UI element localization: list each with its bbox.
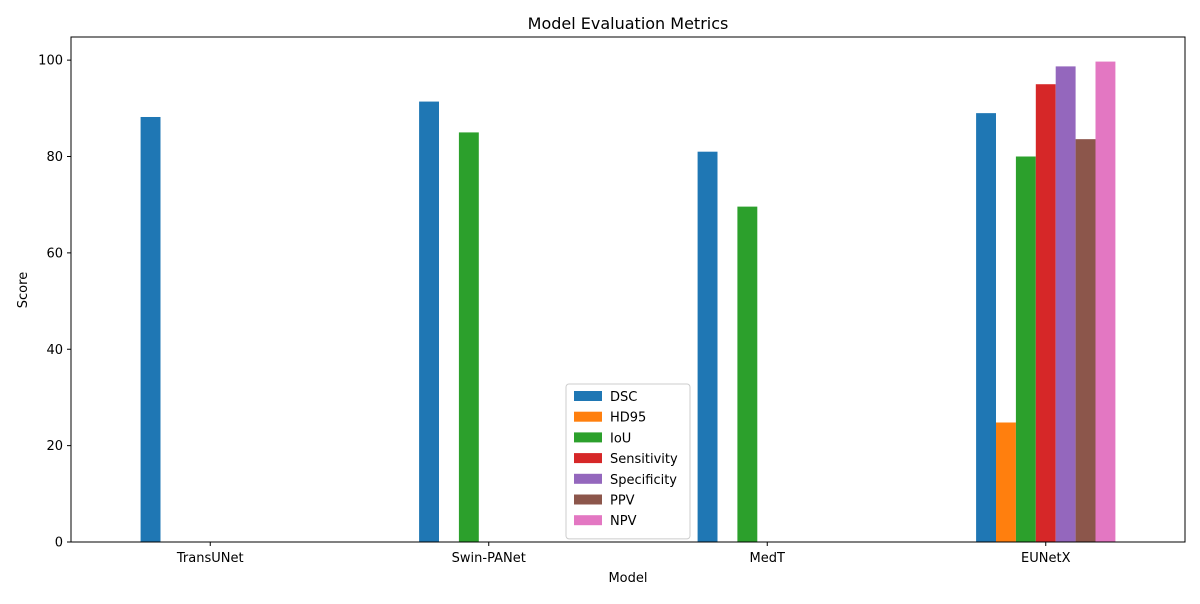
bar-hd95-eunetx — [996, 422, 1016, 542]
bar-ppv-eunetx — [1075, 139, 1096, 542]
bar-npv-eunetx — [1095, 61, 1116, 542]
legend-label-dsc: DSC — [610, 390, 637, 405]
x-tick-label: EUNetX — [1021, 551, 1071, 566]
y-tick-label: 100 — [38, 54, 63, 69]
y-tick-label: 40 — [46, 343, 63, 358]
bar-iou-swin-panet — [458, 132, 479, 542]
y-axis-label: Score — [16, 272, 31, 308]
axes-layer: 0 20 40 60 80 100 TransUNet Swin-PANet MedT EUNet… — [38, 36, 1186, 566]
bar-dsc-transunet — [140, 116, 161, 543]
bar-sensitivity-eunetx — [1035, 84, 1056, 542]
bar-dsc-swin-panet — [419, 101, 439, 542]
bar-dsc-eunetx — [976, 113, 996, 542]
legend-swatch-sensitivity — [574, 453, 602, 464]
bar-specificity-eunetx — [1055, 66, 1076, 542]
legend-swatch-hd95 — [574, 411, 602, 422]
legend: DSC HD95 IoU Sensitivity Specificity PPV NPV — [565, 383, 691, 540]
legend-swatch-ppv — [574, 494, 602, 505]
legend-swatch-dsc — [574, 391, 602, 401]
y-tick-label: 80 — [46, 150, 63, 165]
x-axis-label: Model — [608, 571, 647, 586]
x-tick-label: MedT — [750, 551, 785, 566]
x-tick-label: TransUNet — [176, 551, 244, 566]
bar-dsc-medt — [697, 151, 718, 542]
y-tick-label: 60 — [46, 246, 63, 261]
y-tick-label: 20 — [46, 439, 63, 454]
bar-iou-eunetx — [1015, 156, 1036, 542]
legend-label-hd95: HD95 — [610, 411, 646, 426]
legend-label-npv: NPV — [610, 514, 637, 529]
legend-label-specificity: Specificity — [610, 473, 677, 488]
bar-iou-medt — [737, 206, 758, 542]
legend-swatch-npv — [574, 515, 602, 526]
x-tick-label: Swin-PANet — [452, 551, 526, 566]
legend-label-iou: IoU — [610, 431, 631, 446]
chart-title: Model Evaluation Metrics — [528, 14, 729, 33]
y-tick-label: 0 — [55, 536, 63, 551]
bars-layer — [140, 61, 1116, 543]
legend-label-ppv: PPV — [610, 494, 635, 509]
legend-label-sensitivity: Sensitivity — [610, 452, 678, 467]
legend-swatch-specificity — [574, 473, 602, 484]
plot-frame — [70, 36, 1186, 543]
legend-swatch-iou — [574, 432, 602, 443]
